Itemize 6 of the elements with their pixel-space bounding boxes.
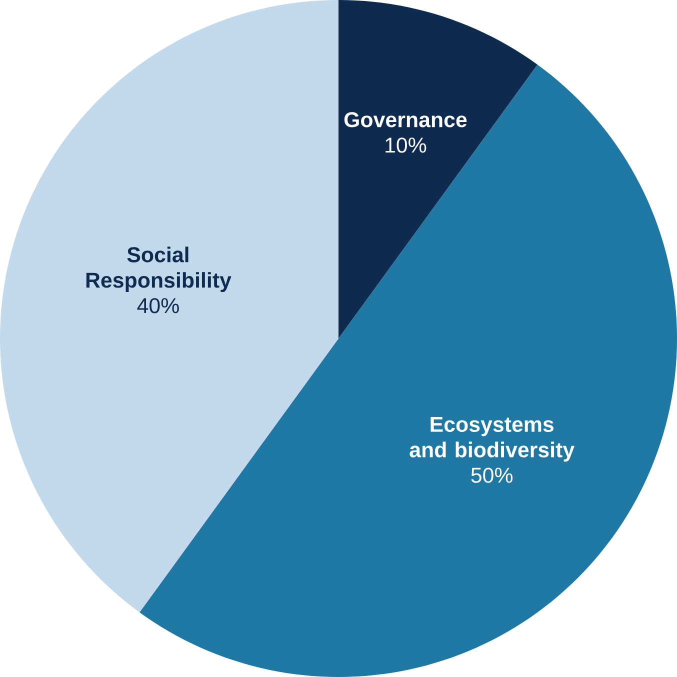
slice-label: Ecosystems and biodiversity	[410, 417, 574, 462]
data-label: 50%	[471, 468, 513, 483]
data-label: 40%	[137, 298, 179, 314]
slice-label: Social Responsibility	[86, 246, 232, 292]
slice-label: Governance	[344, 112, 467, 128]
data-label: 10%	[386, 138, 426, 153]
